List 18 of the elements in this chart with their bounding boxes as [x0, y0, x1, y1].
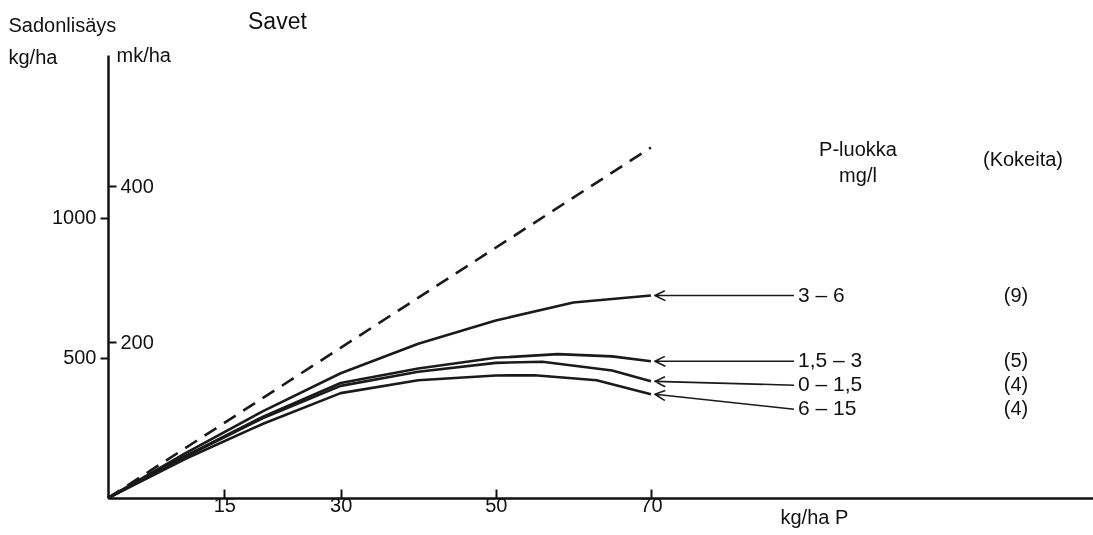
chart-title: Savet	[248, 8, 308, 34]
y-tick-label: 500	[63, 346, 97, 369]
x-axis-title: kg/ha P	[780, 505, 849, 528]
y2-tick-label: 200	[120, 330, 154, 353]
annotation: (5)	[1003, 349, 1029, 372]
text: 0 – 1,5	[798, 372, 863, 396]
annotation: (9)	[1003, 283, 1029, 306]
legend-title: P-luokka mg/l	[819, 138, 898, 186]
y-axis-title: Sadonlisäys kg/ha	[8, 13, 117, 68]
text: 6 – 15	[798, 396, 857, 420]
y-tick-label: 1000	[52, 206, 97, 229]
text: 1,5 – 3	[798, 348, 863, 372]
annotation: (Kokeita)	[982, 148, 1064, 170]
annotation: (4)	[1003, 397, 1029, 420]
y2-axis-title: mk/ha	[116, 43, 172, 66]
y2-tick-label: 400	[120, 174, 154, 197]
text: 3 – 6	[798, 282, 845, 306]
annotation: (4)	[1003, 373, 1029, 396]
